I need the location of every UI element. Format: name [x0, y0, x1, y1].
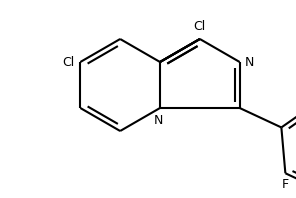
Text: N: N: [245, 55, 254, 69]
Text: N: N: [153, 114, 163, 127]
Text: F: F: [282, 178, 289, 191]
Text: Cl: Cl: [62, 55, 74, 69]
Text: Cl: Cl: [194, 20, 206, 33]
